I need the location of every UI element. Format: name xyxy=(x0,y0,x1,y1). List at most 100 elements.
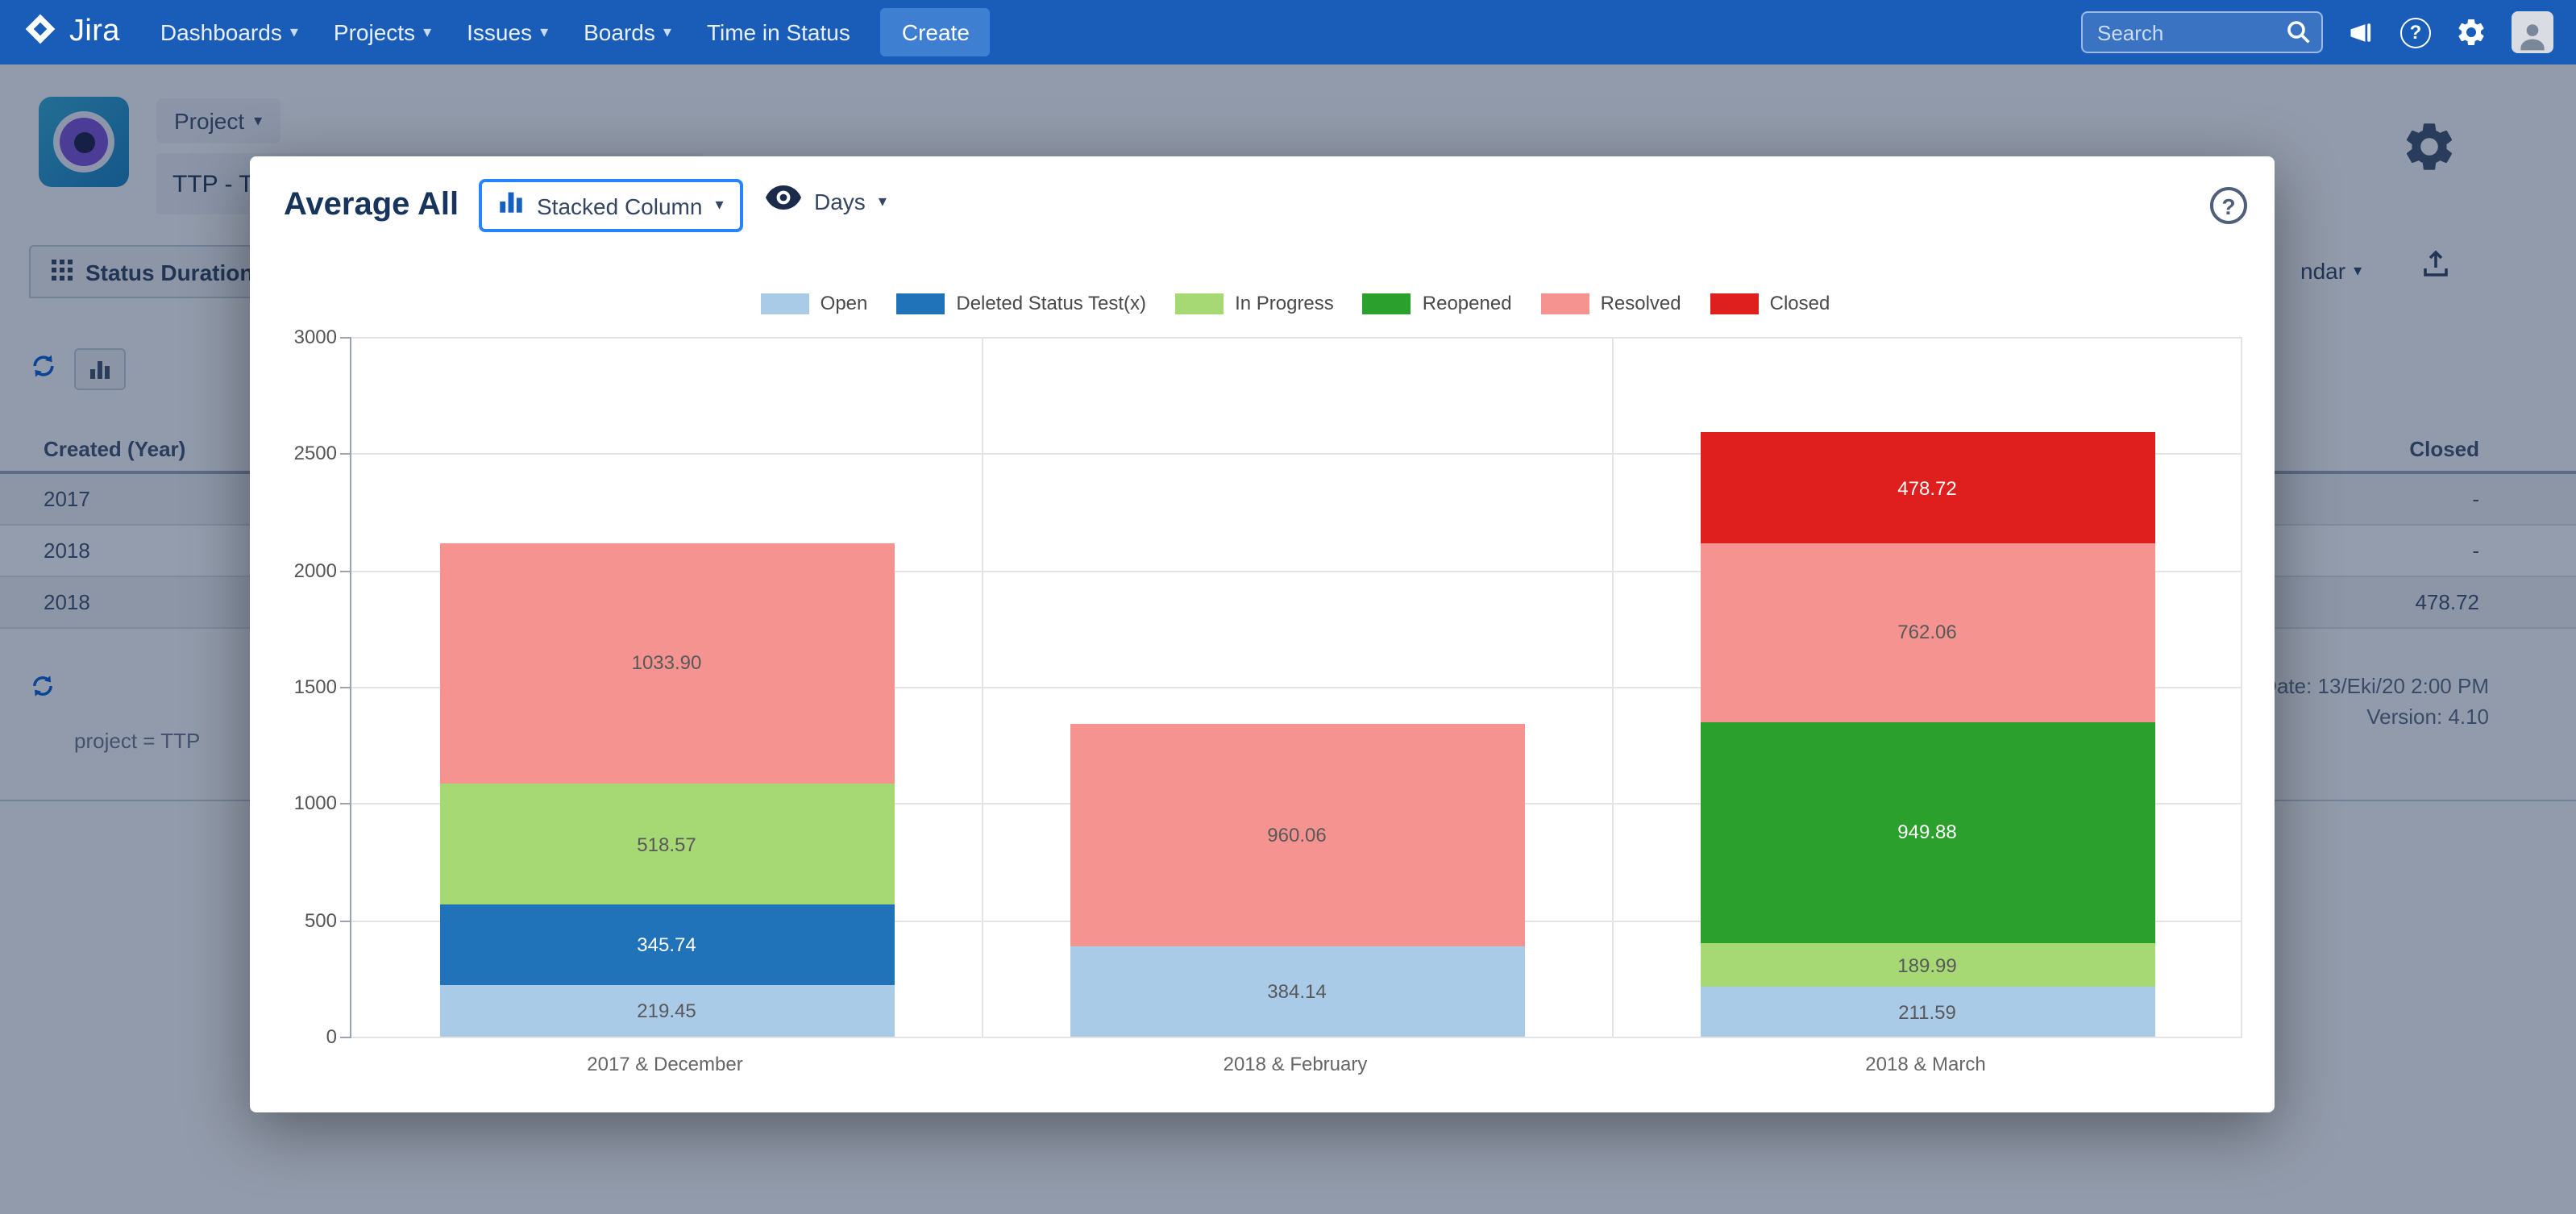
bar-segment-open[interactable]: 384.14 xyxy=(1070,946,1524,1037)
export-icon[interactable] xyxy=(2420,248,2452,289)
chevron-down-icon: ▾ xyxy=(715,197,724,214)
y-axis-tick xyxy=(340,570,351,572)
search-icon[interactable] xyxy=(2286,19,2312,53)
nav-item-label: Boards xyxy=(584,19,655,45)
y-axis-label: 500 xyxy=(304,908,337,932)
legend-label: Deleted Status Test(x) xyxy=(956,292,1147,314)
bar-segment-open[interactable]: 219.45 xyxy=(439,985,894,1037)
search-box xyxy=(2081,11,2323,53)
y-axis-label: 1500 xyxy=(293,676,337,698)
tab-status-duration[interactable]: Status Duration xyxy=(29,245,276,298)
bar-value-label: 189.99 xyxy=(1897,954,1957,977)
legend-swatch xyxy=(1710,293,1759,314)
year-cell: 2017 xyxy=(44,487,90,511)
bar-segment-resolved[interactable]: 1033.90 xyxy=(439,543,894,784)
page-settings-gear-icon[interactable] xyxy=(2400,118,2458,184)
bar-segment-deleted-status-test-x[interactable]: 345.74 xyxy=(439,904,894,986)
y-axis-tick xyxy=(340,453,351,455)
nav-item-projects[interactable]: Projects ▾ xyxy=(316,0,449,64)
column-header-closed[interactable]: Closed xyxy=(2409,436,2479,460)
gridline-vertical xyxy=(982,337,983,1037)
bar-segment-in-progress[interactable]: 518.57 xyxy=(439,784,894,905)
chart-type-select[interactable]: Stacked Column ▾ xyxy=(479,179,743,232)
user-avatar[interactable] xyxy=(2512,11,2553,53)
nav-item-time-in-status[interactable]: Time in Status xyxy=(689,0,868,64)
chevron-down-icon: ▾ xyxy=(540,23,549,41)
calendar-dropdown[interactable]: ndar ▾ xyxy=(2300,258,2362,284)
category-panel: 219.45 345.74 518.57 1033.90 xyxy=(351,337,982,1037)
gridline-vertical xyxy=(2241,337,2242,1037)
search-input[interactable] xyxy=(2081,11,2323,53)
legend-item-open[interactable]: Open xyxy=(760,292,868,314)
project-avatar-ring xyxy=(53,111,114,173)
version-text: Version: 4.10 xyxy=(2366,705,2489,729)
chevron-down-icon: ▾ xyxy=(663,23,671,41)
brand-text: Jira xyxy=(69,15,120,48)
grid-icon xyxy=(52,259,73,285)
jql-filter-text: project = TTP xyxy=(74,729,201,753)
chevron-down-icon: ▾ xyxy=(289,23,298,41)
announcements-icon[interactable] xyxy=(2347,18,2376,47)
x-axis-label: 2017 & December xyxy=(587,1053,743,1075)
bar-value-label: 219.45 xyxy=(637,1000,696,1023)
legend-swatch xyxy=(1175,293,1224,314)
unit-label: Days xyxy=(814,189,866,214)
legend-item-deleted-status-test-x[interactable]: Deleted Status Test(x) xyxy=(896,292,1146,314)
stacked-bar[interactable]: 384.14 960.06 xyxy=(1070,723,1524,1037)
y-axis-label: 2500 xyxy=(293,442,337,465)
chart-modal: Average All Stacked Column ▾ Days ▾ ? Op… xyxy=(250,156,2275,1112)
refresh-icon[interactable] xyxy=(29,351,58,388)
nav-item-issues[interactable]: Issues ▾ xyxy=(449,0,566,64)
closed-cell: 478.72 xyxy=(2415,590,2479,614)
chart-view-button[interactable] xyxy=(74,348,126,390)
bar-segment-resolved[interactable]: 762.06 xyxy=(1700,543,2154,721)
project-avatar[interactable] xyxy=(39,97,129,187)
bar-segment-in-progress[interactable]: 189.99 xyxy=(1700,942,2154,987)
bar-segment-resolved[interactable]: 960.06 xyxy=(1070,723,1524,947)
modal-help-icon[interactable]: ? xyxy=(2210,187,2247,224)
bar-segment-open[interactable]: 211.59 xyxy=(1700,987,2154,1037)
create-button[interactable]: Create xyxy=(880,8,991,56)
bar-value-label: 960.06 xyxy=(1267,824,1327,846)
jira-logo[interactable]: Jira xyxy=(23,10,120,54)
jira-logo-icon xyxy=(23,10,58,54)
nav-item-boards[interactable]: Boards ▾ xyxy=(566,0,689,64)
legend-label: Open xyxy=(820,292,868,314)
legend-item-reopened[interactable]: Reopened xyxy=(1362,292,1512,314)
gridline xyxy=(351,453,2242,455)
y-axis-label: 2000 xyxy=(293,559,337,582)
legend-swatch xyxy=(1540,293,1589,314)
project-dropdown-button[interactable]: Project ▾ xyxy=(156,98,280,143)
nav-item-label: Issues xyxy=(467,19,533,45)
modal-title: Average All xyxy=(284,187,459,222)
legend-swatch xyxy=(760,293,809,314)
nav-item-dashboards[interactable]: Dashboards ▾ xyxy=(143,0,316,64)
legend-item-in-progress[interactable]: In Progress xyxy=(1175,292,1334,314)
gridline xyxy=(351,570,2242,572)
gear-icon[interactable] xyxy=(2455,16,2487,48)
stacked-bar[interactable]: 211.59 189.99 949.88 762.06 478.72 xyxy=(1700,432,2154,1037)
unit-select[interactable]: Days ▾ xyxy=(766,185,887,218)
tab-status-duration-label: Status Duration xyxy=(85,259,254,285)
bar-value-label: 518.57 xyxy=(637,833,696,856)
bar-segment-closed[interactable]: 478.72 xyxy=(1700,432,2154,544)
bar-value-label: 762.06 xyxy=(1897,621,1957,644)
x-axis-label: 2018 & March xyxy=(1865,1053,1986,1075)
bar-segment-reopened[interactable]: 949.88 xyxy=(1700,721,2154,943)
legend-swatch xyxy=(1362,293,1411,314)
year-cell: 2018 xyxy=(44,590,90,614)
table-toolbar xyxy=(29,348,126,390)
plot-area: 0 500 1000 1500 2000 2500 3000 219.45 345.74 518.… xyxy=(294,326,2242,1048)
stacked-bar[interactable]: 219.45 345.74 518.57 1033.90 xyxy=(439,543,894,1037)
bar-value-label: 384.14 xyxy=(1267,980,1327,1004)
refresh-icon[interactable] xyxy=(29,672,56,708)
column-header-created-year[interactable]: Created (Year) xyxy=(44,436,186,460)
legend-item-closed[interactable]: Closed xyxy=(1710,292,1830,314)
calendar-dropdown-label: ndar xyxy=(2300,258,2346,284)
bar-value-label: 1033.90 xyxy=(631,651,702,675)
eye-icon xyxy=(766,185,801,218)
legend-item-resolved[interactable]: Resolved xyxy=(1540,292,1681,314)
help-icon[interactable]: ? xyxy=(2400,17,2431,48)
chevron-down-icon: ▾ xyxy=(423,23,432,41)
